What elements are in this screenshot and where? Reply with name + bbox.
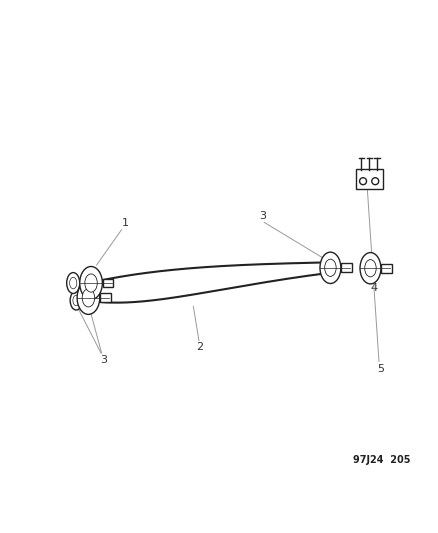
Text: 97J24  205: 97J24 205 <box>353 455 410 465</box>
Ellipse shape <box>85 274 97 292</box>
Ellipse shape <box>327 263 333 273</box>
Ellipse shape <box>360 253 381 284</box>
Text: 3: 3 <box>259 212 266 221</box>
Ellipse shape <box>320 252 341 284</box>
FancyBboxPatch shape <box>381 264 392 272</box>
Ellipse shape <box>80 266 102 300</box>
FancyBboxPatch shape <box>103 279 113 287</box>
Ellipse shape <box>67 272 80 294</box>
Text: 2: 2 <box>196 342 203 352</box>
Ellipse shape <box>365 260 376 277</box>
Text: 1: 1 <box>122 218 129 228</box>
Circle shape <box>360 177 367 184</box>
Ellipse shape <box>77 281 100 314</box>
Text: 3: 3 <box>100 355 107 365</box>
Text: 4: 4 <box>370 283 377 293</box>
FancyBboxPatch shape <box>341 263 352 272</box>
Ellipse shape <box>82 289 95 307</box>
FancyBboxPatch shape <box>356 169 383 189</box>
Ellipse shape <box>70 277 77 289</box>
Circle shape <box>372 177 379 184</box>
Ellipse shape <box>324 259 336 277</box>
Ellipse shape <box>73 295 80 306</box>
FancyBboxPatch shape <box>100 294 111 302</box>
Text: 5: 5 <box>378 364 385 374</box>
Ellipse shape <box>70 291 82 310</box>
Ellipse shape <box>325 259 336 277</box>
